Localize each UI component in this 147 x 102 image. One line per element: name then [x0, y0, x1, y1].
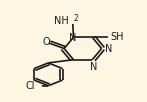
Text: O: O — [42, 37, 50, 47]
Text: Cl: Cl — [26, 81, 35, 91]
Text: N: N — [90, 62, 97, 72]
Text: N: N — [69, 33, 76, 43]
Text: 2: 2 — [74, 14, 78, 23]
Text: NH: NH — [54, 17, 69, 27]
Text: SH: SH — [110, 32, 124, 42]
Text: N: N — [105, 44, 113, 54]
